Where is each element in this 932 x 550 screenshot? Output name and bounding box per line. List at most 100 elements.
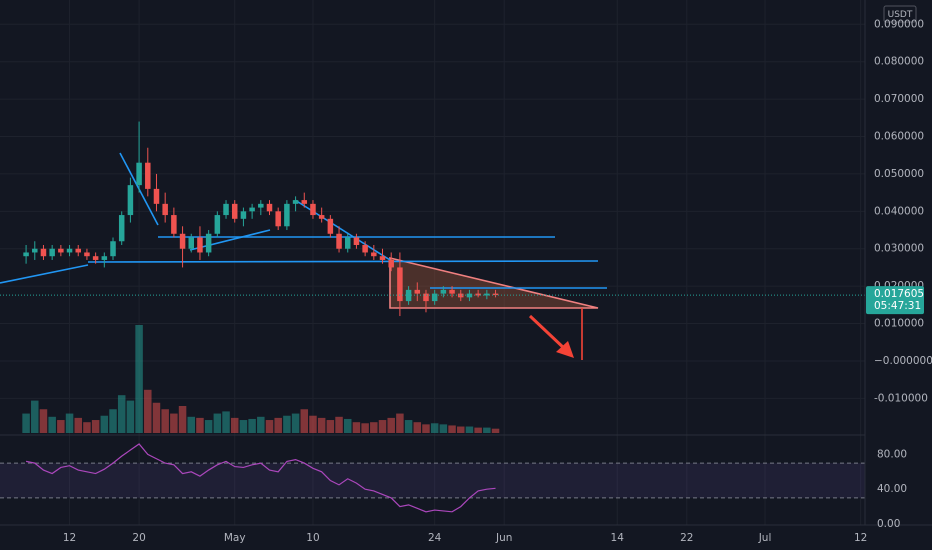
volume-bar bbox=[335, 416, 343, 433]
candle-body bbox=[440, 289, 447, 294]
x-tick-label: Jul bbox=[758, 532, 772, 544]
candle-body bbox=[32, 248, 38, 253]
y-tick-label: 0.010000 bbox=[874, 318, 924, 330]
arrow bbox=[528, 314, 568, 352]
candle-body bbox=[492, 293, 499, 296]
y-tick-label: −0.000000 bbox=[874, 355, 932, 367]
candle-body bbox=[40, 248, 47, 257]
y-tick-label: 0.030000 bbox=[874, 243, 924, 255]
candle-body bbox=[414, 289, 421, 294]
volume-bar bbox=[343, 418, 352, 433]
volume-bar bbox=[239, 420, 248, 433]
candle-body bbox=[84, 252, 90, 257]
currency-box bbox=[883, 5, 917, 23]
candle-body bbox=[371, 252, 377, 257]
volume-bar bbox=[152, 402, 161, 433]
volume-bar bbox=[274, 417, 282, 433]
volume-bar bbox=[283, 415, 291, 433]
volume-bar bbox=[230, 417, 239, 433]
candle-body bbox=[466, 293, 473, 298]
volume-bar bbox=[161, 409, 169, 433]
candle-body bbox=[162, 203, 168, 216]
volume-bar bbox=[317, 417, 326, 433]
candle-body bbox=[292, 200, 299, 204]
volume-bar bbox=[204, 420, 213, 433]
arrow-head bbox=[556, 341, 574, 358]
candle-body bbox=[153, 188, 160, 204]
rsi-tick-label: 40.00 bbox=[877, 483, 907, 495]
candle-body bbox=[240, 211, 247, 219]
volume-bar bbox=[396, 413, 404, 433]
y-tick-label: 0.060000 bbox=[874, 131, 924, 143]
x-tick-label: 24 bbox=[428, 532, 442, 544]
x-tick-label: May bbox=[224, 532, 246, 544]
volume-bar bbox=[135, 325, 143, 433]
volume-bar bbox=[31, 400, 39, 433]
volume-bar bbox=[126, 400, 135, 433]
candle-body bbox=[362, 244, 368, 253]
volume-bar bbox=[326, 420, 335, 433]
volume-bar bbox=[483, 427, 491, 433]
candle-body bbox=[310, 203, 316, 216]
candle-body bbox=[223, 203, 229, 216]
volume-bar bbox=[378, 420, 387, 433]
volume-bar bbox=[309, 415, 317, 433]
volume-bar bbox=[213, 413, 222, 433]
candle-body bbox=[75, 248, 81, 253]
volume-bar bbox=[457, 426, 465, 433]
x-tick-label: 10 bbox=[306, 532, 319, 544]
candle-body bbox=[118, 215, 125, 242]
volume-bar bbox=[448, 425, 456, 433]
candle-body bbox=[344, 237, 351, 249]
candle-body bbox=[179, 233, 186, 249]
x-tick-label: 12 bbox=[63, 532, 76, 544]
candle-body bbox=[58, 248, 64, 253]
candle-body bbox=[336, 233, 342, 249]
candle-body bbox=[145, 162, 151, 189]
volume-bar bbox=[257, 416, 265, 433]
volume-bar bbox=[361, 423, 369, 433]
countdown: 05:47:31 bbox=[874, 300, 921, 312]
x-tick-label: 12 bbox=[854, 532, 867, 544]
volume-bar bbox=[83, 422, 91, 433]
rsi-tick-label: 0.00 bbox=[877, 518, 900, 530]
volume-bar bbox=[65, 413, 74, 433]
volume-bar bbox=[144, 389, 152, 433]
rsi-tick-label: 80.00 bbox=[877, 448, 907, 460]
volume-bar bbox=[170, 413, 178, 433]
candle-body bbox=[127, 185, 134, 216]
x-tick-label: 14 bbox=[611, 532, 625, 544]
volume-bar bbox=[352, 422, 361, 433]
volume-bar bbox=[439, 424, 448, 433]
candle-body bbox=[275, 211, 281, 227]
volume-bar bbox=[422, 424, 430, 433]
volume-bar bbox=[248, 418, 256, 433]
volume-bar bbox=[178, 406, 187, 433]
volume-bar bbox=[291, 413, 300, 433]
candle-body bbox=[110, 241, 116, 257]
candle-body bbox=[484, 293, 490, 296]
volume-bar bbox=[491, 428, 500, 433]
y-tick-label: 0.050000 bbox=[874, 168, 924, 180]
volume-bar bbox=[48, 416, 56, 433]
candle-body bbox=[188, 237, 195, 249]
volume-bar bbox=[196, 417, 204, 433]
volume-bar bbox=[39, 409, 48, 433]
volume-bar bbox=[404, 420, 413, 433]
trendline bbox=[189, 229, 271, 251]
axes: 0.090000 0.080000 0.070000 0.060000 0.050000… bbox=[63, 18, 932, 544]
last-price: 0.017605 bbox=[874, 288, 924, 300]
candle-body bbox=[458, 293, 464, 298]
candle-body bbox=[171, 215, 177, 234]
candle-body bbox=[379, 256, 386, 260]
volume-bar bbox=[265, 420, 274, 433]
horizontal-line bbox=[87, 260, 599, 263]
currency: USDT bbox=[888, 10, 913, 20]
candle-body bbox=[353, 237, 360, 245]
trendline bbox=[0, 264, 89, 284]
volume-bar bbox=[370, 422, 378, 433]
y-tick-label: 0.090000 bbox=[874, 18, 924, 30]
candle-body bbox=[49, 248, 55, 257]
x-tick-label: 22 bbox=[680, 532, 693, 544]
